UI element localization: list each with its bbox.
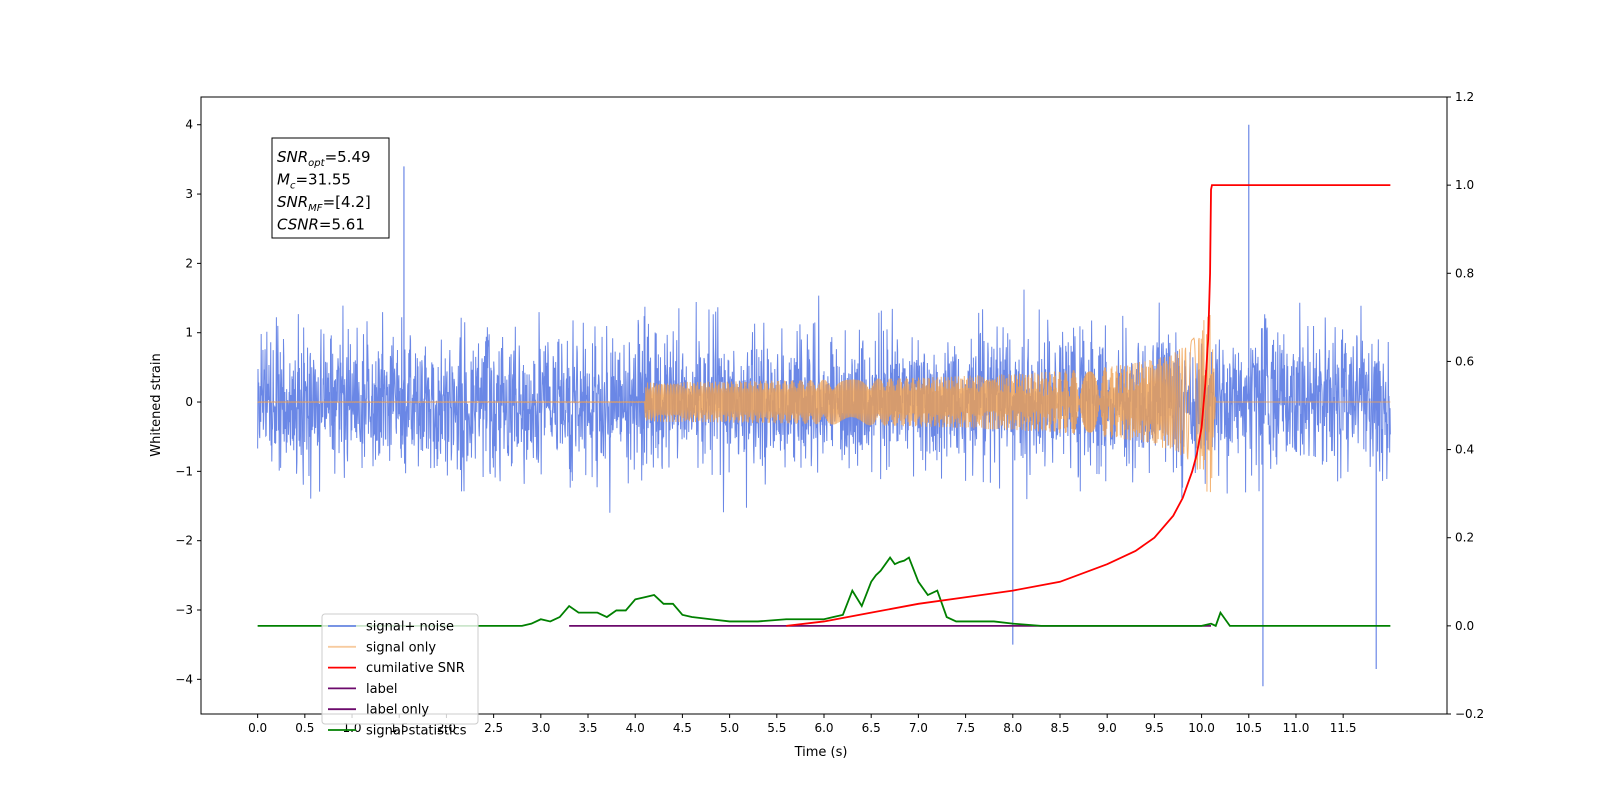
legend-frame [321,613,479,725]
y2-tick-label: 1.0 [1455,178,1474,192]
y2-tick-label: 0.6 [1455,354,1474,368]
annotation-frame [271,137,390,239]
x-tick-label: 7.5 [956,721,975,735]
x-tick-label: 10.0 [1188,721,1215,735]
x-tick-label: 9.0 [1098,721,1117,735]
x-tick-label: 11.0 [1283,721,1310,735]
x-tick-label: 6.5 [862,721,881,735]
x-tick-label: 8.0 [1003,721,1022,735]
y2-tick-label: 0.4 [1455,443,1474,457]
y2-tick-label: 1.2 [1455,90,1474,104]
x-tick-label: 5.0 [720,721,739,735]
signal-only-trace [257,314,1391,493]
annotation-line: CSNR=5.61 [277,216,365,234]
legend-label: signal statistics [366,724,467,739]
x-tick-label: 11.5 [1330,721,1357,735]
annotation-line: SNRMF=[4.2] [277,193,371,214]
legend-label: signal only [366,640,436,655]
x-tick-label: 2.5 [484,721,503,735]
legend-label: signal+ noise [366,620,454,635]
y-tick-label: 4 [185,118,193,132]
y-tick-label: 2 [185,256,193,270]
y-axis-ticks: −4 −3 −2 −1 0 1 2 3 4 [175,118,201,686]
right-axis-series [257,184,1391,628]
y-tick-label: −1 [175,464,193,478]
y2-axis-ticks: −0.2 0.0 0.2 0.4 0.6 0.8 1.0 1.2 [1447,90,1484,721]
cumilative-snr-line [786,184,1391,627]
signal-statistics-line [257,556,1391,628]
x-tick-label: 5.5 [767,721,786,735]
y-tick-label: 1 [185,326,193,340]
x-tick-label: 4.0 [626,721,645,735]
y-tick-label: 3 [185,187,193,201]
x-axis-ticks: 0.0 0.5 1.0 1.5 2.0 2.5 3.0 3.5 4.0 4.5 5.0 5.5 6.0 6… [248,714,1357,735]
y-tick-label: −4 [175,672,193,686]
x-tick-label: 10.5 [1235,721,1262,735]
y-tick-label: −3 [175,603,193,617]
x-axis-label: Time (s) [794,745,848,760]
y2-tick-label: 0.0 [1455,619,1474,633]
annotation-line: SNRopt=5.49 [277,148,371,169]
x-tick-label: 0.5 [295,721,314,735]
x-tick-label: 7.0 [909,721,928,735]
y-tick-label: −2 [175,534,193,548]
annotation-line: Mc=31.55 [277,171,351,192]
y-axis-label: Whitened strain [149,353,164,456]
series-signal-only [257,314,1391,493]
x-tick-label: 8.5 [1050,721,1069,735]
legend: signal+ noise signal only cumilative SNR la… [321,613,479,739]
x-tick-label: 9.5 [1145,721,1164,735]
legend-label: label [366,682,397,697]
y2-tick-label: −0.2 [1455,707,1484,721]
y2-tick-label: 0.2 [1455,531,1474,545]
x-tick-label: 0.0 [248,721,267,735]
x-tick-label: 3.0 [531,721,550,735]
y2-tick-label: 0.8 [1455,266,1474,280]
legend-label: cumilative SNR [366,661,465,676]
y-tick-label: 0 [185,395,193,409]
x-tick-label: 3.5 [578,721,597,735]
legend-label: label only [366,703,429,718]
x-tick-label: 4.5 [673,721,692,735]
x-tick-label: 6.0 [814,721,833,735]
